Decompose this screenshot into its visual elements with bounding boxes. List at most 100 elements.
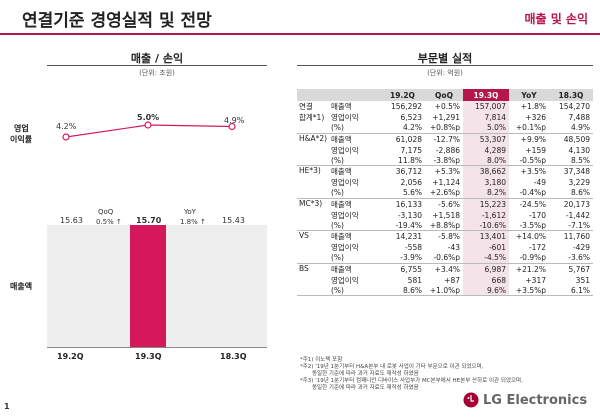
sales-value-19-2q: 15.63 (60, 216, 83, 225)
metric-name: (%) (330, 253, 380, 264)
x-label-19-2q: 19.2Q (57, 352, 84, 361)
table-cell: 5.6% (380, 188, 425, 199)
table-cell: 5.0% (463, 123, 509, 134)
metric-name: 영업이익 (331, 243, 359, 252)
table-cell: 15,223 (463, 198, 509, 210)
table-cell: -5.6% (438, 199, 460, 209)
right-section-rule (297, 65, 593, 66)
table-cell: +2.6%p (425, 188, 463, 199)
metric-name: (%) (330, 285, 380, 296)
table-row: (%) 4.2% +0.8%p 5.0% +0.1%p 4.9% (297, 123, 593, 134)
table-cell: 11.8% (380, 155, 425, 166)
sales-value-19-3q: 15.70 (136, 216, 162, 225)
margin-point-19-3q (144, 121, 152, 129)
table-row: 영업이익 2,056 +1,124 3,180 -49 3,229 (297, 177, 593, 188)
table-cell: +3.5%p (509, 285, 549, 296)
yoy-label: YoY (184, 208, 196, 216)
metric-name: 영업이익 (331, 113, 359, 122)
segment-table: 19.2Q QoQ 19.3Q YoY 18.3Q 연결 매출액 156,292 +0… (297, 89, 593, 296)
segment-name: 합계*1) (299, 113, 325, 122)
table-cell: -170 (528, 210, 546, 220)
page-title: 연결기준 경영실적 및 전망 (22, 11, 212, 31)
table-cell: -0.6%p (425, 253, 463, 264)
table-cell: -0.5%p (509, 155, 549, 166)
table-row: (%) 8.6% +1.0%p 9.6% +3.5%p 6.1% (297, 285, 593, 296)
x-label-19-3q: 19.3Q (135, 352, 162, 361)
metric-name: (%) (330, 123, 380, 134)
col-header: QoQ (425, 89, 463, 101)
table-cell: +87 (444, 275, 460, 285)
table-cell: -10.6% (463, 220, 509, 231)
table-cell: -5.8% (438, 232, 460, 241)
table-row: (%) -19.4% +8.8%p -10.6% -3.5%p -7.1% (297, 220, 593, 231)
footnote-2-cont: 동일한 기준에 따라 과거 자료도 재작성 하였음 (312, 371, 419, 377)
table-cell: -3.6% (549, 253, 593, 264)
left-section-rule (47, 65, 267, 66)
table-cell: 7,488 (568, 113, 590, 122)
margin-label-19-3q: 5.0% (137, 113, 160, 122)
table-cell: +1,291 (432, 113, 460, 122)
table-cell: +317 (525, 275, 546, 285)
yoy-value: 1.8% ↑ (180, 218, 206, 226)
x-label-18-3q: 18.3Q (220, 352, 247, 361)
table-cell: +326 (525, 113, 546, 122)
table-row: 영업이익 581 +87 668 +317 351 (297, 274, 593, 286)
metric-name: 매출액 (331, 102, 352, 111)
table-row: 합계*1) 영업이익 6,523 +1,291 7,814 +326 7,488 (297, 112, 593, 123)
table-cell: 4.9% (549, 123, 593, 134)
segment-name: VS (299, 231, 309, 240)
sales-value-18-3q: 15.43 (222, 216, 245, 225)
table-cell: 154,270 (558, 102, 590, 111)
col-header: YoY (509, 89, 549, 101)
table-cell: +1,124 (432, 178, 460, 187)
table-row: BS 매출액 6,755 +3.4% 6,987 +21.2% 5,767 (297, 263, 593, 275)
table-cell: +0.1%p (509, 123, 549, 134)
table-cell: 8.5% (549, 155, 593, 166)
table-row: (%) -3.9% -0.6%p -4.5% -0.9%p -3.6% (297, 253, 593, 264)
table-cell: -601 (463, 242, 509, 253)
metric-name: 매출액 (331, 232, 352, 241)
segment-name: BS (299, 263, 309, 273)
table-cell: -172 (528, 243, 546, 252)
table-cell: -2,886 (435, 145, 460, 155)
table-cell: 4,130 (568, 145, 590, 155)
table-cell: -49 (533, 178, 546, 187)
table-cell: 5,767 (568, 264, 590, 274)
table-row: 연결 매출액 156,292 +0.5% 157,007 +1.8% 154,270 (297, 101, 593, 112)
table-cell: 38,662 (463, 165, 509, 177)
margin-label-19-2q: 4.2% (56, 122, 77, 131)
table-row: MC*3) 매출액 16,133 -5.6% 15,223 -24.5% 20,173 (297, 198, 593, 210)
sales-bar-19-3q (130, 225, 166, 347)
table-cell: +3.4% (434, 264, 460, 274)
table-row: (%) 11.8% -3.8%p 8.0% -0.5%p 8.5% (297, 155, 593, 166)
table-cell: 4.2% (380, 123, 425, 134)
metric-name: (%) (330, 155, 380, 166)
table-cell: 36,712 (395, 167, 422, 176)
table-cell: -3.9% (380, 253, 425, 264)
segment-name: MC*3) (299, 198, 323, 208)
lg-face-icon (463, 392, 479, 408)
metric-name: (%) (330, 188, 380, 199)
table-cell: 8.2% (463, 188, 509, 199)
page-number: 1 (4, 402, 10, 411)
table-cell: +159 (525, 145, 546, 155)
table-row: H&A*2) 매출액 61,028 -12.7% 53,307 +9.9% 48,509 (297, 133, 593, 145)
right-section-title: 부문별 실적 (417, 52, 473, 65)
col-header: 18.3Q (549, 89, 593, 101)
table-cell: -24.5% (519, 199, 546, 209)
table-cell: +8.8%p (425, 220, 463, 231)
table-cell: 53,307 (463, 133, 509, 145)
table-cell: 157,007 (463, 101, 509, 112)
table-cell: -3.5%p (509, 220, 549, 231)
table-cell: 156,292 (390, 102, 422, 111)
table-row: (%) 5.6% +2.6%p 8.2% -0.4%p 8.6% (297, 188, 593, 199)
table-cell: +1.8% (520, 102, 546, 111)
table-cell: 13,401 (463, 230, 509, 242)
table-cell: -1,442 (565, 210, 590, 220)
table-cell: 4,289 (463, 144, 509, 156)
sales-label: 매출액 (10, 282, 33, 291)
segment-name: HE*3) (299, 166, 321, 175)
table-cell: 20,173 (563, 199, 590, 209)
metric-name: 매출액 (331, 167, 352, 176)
col-header-highlight: 19.3Q (463, 89, 509, 101)
